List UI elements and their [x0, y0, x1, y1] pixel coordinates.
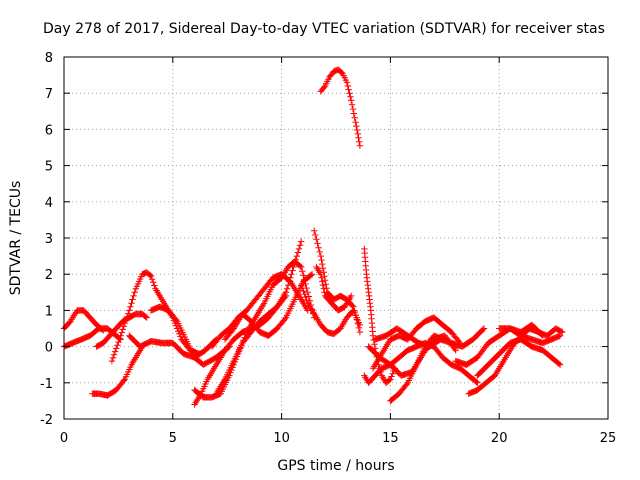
y-tick-label: 6 — [45, 123, 53, 138]
series-arc3 — [89, 343, 146, 399]
point-markers-arc16 — [317, 66, 364, 149]
y-axis-label: SDTVAR / TECUs — [8, 181, 24, 296]
x-axis-label: GPS time / hours — [277, 458, 394, 474]
y-tick-label: 1 — [45, 304, 53, 319]
y-tick-label: 4 — [45, 196, 53, 211]
series-arc13 — [298, 281, 364, 338]
series-arc6 — [126, 332, 220, 361]
point-markers-arc22 — [372, 325, 488, 350]
series-arc25 — [474, 336, 564, 379]
y-tick-label: 5 — [45, 160, 53, 175]
x-tick-label: 20 — [491, 431, 508, 446]
point-markers-arc12 — [213, 292, 290, 397]
series-arc12 — [213, 292, 290, 397]
point-markers-arc13 — [298, 281, 364, 338]
series-arc26 — [496, 325, 564, 347]
y-tick-label: 7 — [45, 87, 53, 102]
point-markers-arc25 — [474, 336, 564, 379]
series-arc16 — [317, 66, 364, 149]
point-markers-arc26 — [496, 325, 564, 347]
point-markers-arc15 — [313, 263, 355, 314]
y-tick-label: -1 — [40, 377, 53, 392]
x-tick-label: 5 — [169, 431, 177, 446]
y-tick-label: 8 — [45, 51, 53, 66]
y-tick-label: 3 — [45, 232, 53, 247]
series-arc22 — [372, 325, 488, 350]
y-tick-label: 0 — [45, 341, 53, 356]
x-tick-label: 15 — [382, 431, 399, 446]
data-points — [60, 66, 566, 408]
point-markers-arc3 — [89, 343, 146, 399]
y-tick-label: -2 — [40, 413, 53, 428]
chart-title: Day 278 of 2017, Sidereal Day-to-day VTE… — [43, 21, 605, 37]
point-markers-arc19 — [369, 314, 464, 372]
series-arc15 — [313, 263, 355, 314]
axis-ticks: 0 5 10 15 20 25 -2 -1 0 1 2 3 4 5 6 7 8 — [40, 51, 616, 446]
point-markers-arc6 — [126, 332, 220, 361]
x-tick-label: 0 — [60, 431, 68, 446]
series-arc19 — [369, 314, 464, 372]
y-tick-label: 2 — [45, 268, 53, 283]
x-tick-label: 10 — [273, 431, 290, 446]
x-tick-label: 25 — [600, 431, 617, 446]
